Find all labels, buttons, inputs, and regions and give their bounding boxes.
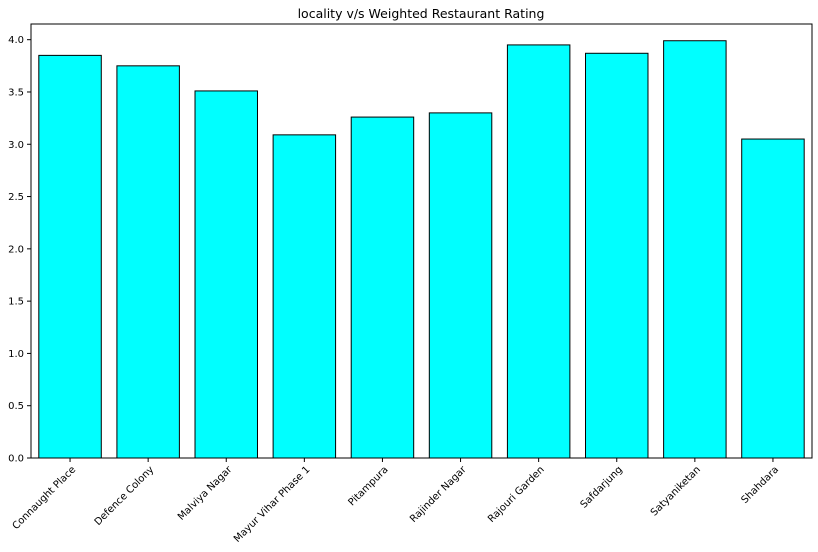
- bar: [272, 134, 337, 459]
- x-tick-label: Defence Colony: [93, 464, 157, 528]
- y-tick-label: 0.5: [8, 401, 24, 412]
- bar: [350, 116, 415, 459]
- bar: [741, 138, 805, 459]
- x-tick-label: Pitampura: [347, 464, 391, 508]
- y-tick-label: 0.0: [8, 454, 24, 465]
- chart-title: locality v/s Weighted Restaurant Rating: [298, 6, 545, 21]
- x-tick-label: Satyaniketan: [649, 464, 703, 518]
- y-tick-label: 2.0: [8, 244, 24, 255]
- x-tick-label: Connaught Place: [11, 464, 79, 532]
- bar: [506, 44, 571, 459]
- bar: [38, 54, 102, 459]
- bar: [116, 65, 180, 459]
- bar: [585, 52, 649, 459]
- bar: [663, 40, 727, 459]
- x-tick-label: Safdarjung: [579, 464, 625, 510]
- plot-frame: [30, 23, 813, 459]
- y-axis: 0.0 0.5 1.0 1.5 2.0 2.5 3.0 3.5 4.0: [8, 35, 31, 465]
- y-tick-label: 1.5: [8, 297, 24, 308]
- y-tick-label: 1.0: [8, 349, 24, 360]
- y-tick-label: 4.0: [8, 35, 24, 46]
- bar: [428, 112, 493, 459]
- x-tick-label: Mayur Vihar Phase 1: [232, 464, 313, 545]
- bar: [194, 90, 258, 459]
- x-tick-label: Shahdara: [739, 464, 781, 506]
- y-tick-label: 3.0: [8, 140, 24, 151]
- x-axis: Connaught Place Defence Colony Malviya Nag…: [11, 458, 781, 545]
- x-tick-label: Malviya Nagar: [176, 464, 235, 523]
- y-tick-label: 2.5: [8, 192, 24, 203]
- bars-group: [38, 40, 805, 459]
- x-tick-label: Rajinder Nagar: [408, 464, 469, 525]
- y-tick-label: 3.5: [8, 87, 24, 98]
- x-tick-label: Rajouri Garden: [486, 464, 547, 525]
